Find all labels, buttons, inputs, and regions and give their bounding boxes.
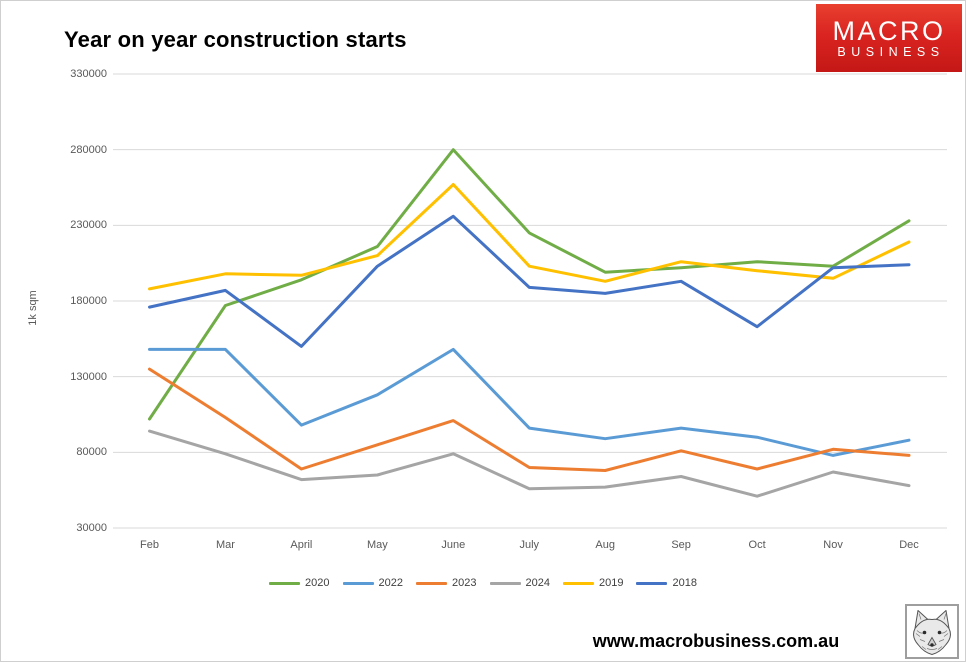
series-line-2018: [148, 214, 911, 348]
series-line-2022: [148, 347, 911, 457]
wolf-icon: [913, 610, 951, 655]
macrobusiness-logo-line1: MACRO: [832, 15, 946, 46]
legend-marker-2019: [562, 581, 594, 585]
macrobusiness-logo: MACRO BUSINESS: [816, 4, 962, 72]
legend-marker-2020: [269, 581, 301, 585]
legend-label-2018: 2018: [672, 577, 697, 589]
legend-marker-2018: [636, 581, 668, 585]
x-tick-label: Sep: [671, 539, 691, 551]
y-tick-label: 280000: [70, 143, 107, 156]
chart-title: Year on year construction starts: [64, 27, 407, 52]
legend-item-2023: 2023: [416, 577, 477, 589]
x-tick-label: Oct: [748, 539, 766, 551]
legend-item-2020: 2020: [269, 577, 330, 589]
chart-legend: 2020 2022 2023 2024 2019 2018: [1, 575, 965, 591]
y-tick-label: 330000: [70, 68, 107, 80]
x-tick-label: Aug: [595, 539, 615, 551]
x-tick-label: June: [441, 539, 466, 551]
y-tick-label: 80000: [76, 446, 107, 459]
footer-url: www.macrobusiness.com.au: [592, 631, 840, 651]
x-tick-label: April: [290, 539, 313, 551]
legend-label-2024: 2024: [525, 577, 550, 589]
x-tick-label: July: [519, 539, 540, 551]
legend-label-2022: 2022: [378, 577, 404, 589]
y-tick-label: 230000: [70, 219, 107, 232]
legend-item-2024: 2024: [489, 577, 550, 589]
macrobusiness-logo-line2: BUSINESS: [837, 44, 945, 59]
y-axis-title: 1k sqm: [27, 290, 39, 326]
y-tick-label: 30000: [76, 522, 107, 534]
wolf-logo: [905, 604, 959, 659]
legend-label-2019: 2019: [598, 577, 624, 589]
y-tick-label: 180000: [70, 295, 107, 307]
x-tick-label: Nov: [823, 539, 843, 551]
x-tick-label: Feb: [140, 539, 159, 551]
series-line-2019: [148, 183, 911, 291]
series-line-2023: [148, 367, 911, 472]
legend-item-2022: 2022: [342, 577, 404, 589]
legend-label-2020: 2020: [305, 577, 330, 589]
legend-item-2018: 2018: [636, 577, 697, 589]
legend-marker-2023: [416, 581, 448, 585]
series-line-2024: [148, 429, 911, 498]
x-tick-label: Mar: [215, 539, 235, 551]
x-tick-label: May: [366, 539, 388, 551]
legend-label-2023: 2023: [452, 577, 477, 589]
legend-marker-2024: [489, 581, 521, 585]
legend-marker-2022: [342, 581, 374, 585]
series-line-2020: [148, 148, 911, 421]
legend-item-2019: 2019: [562, 577, 624, 589]
x-tick-label: Dec: [899, 539, 919, 551]
y-tick-label: 130000: [70, 370, 107, 383]
